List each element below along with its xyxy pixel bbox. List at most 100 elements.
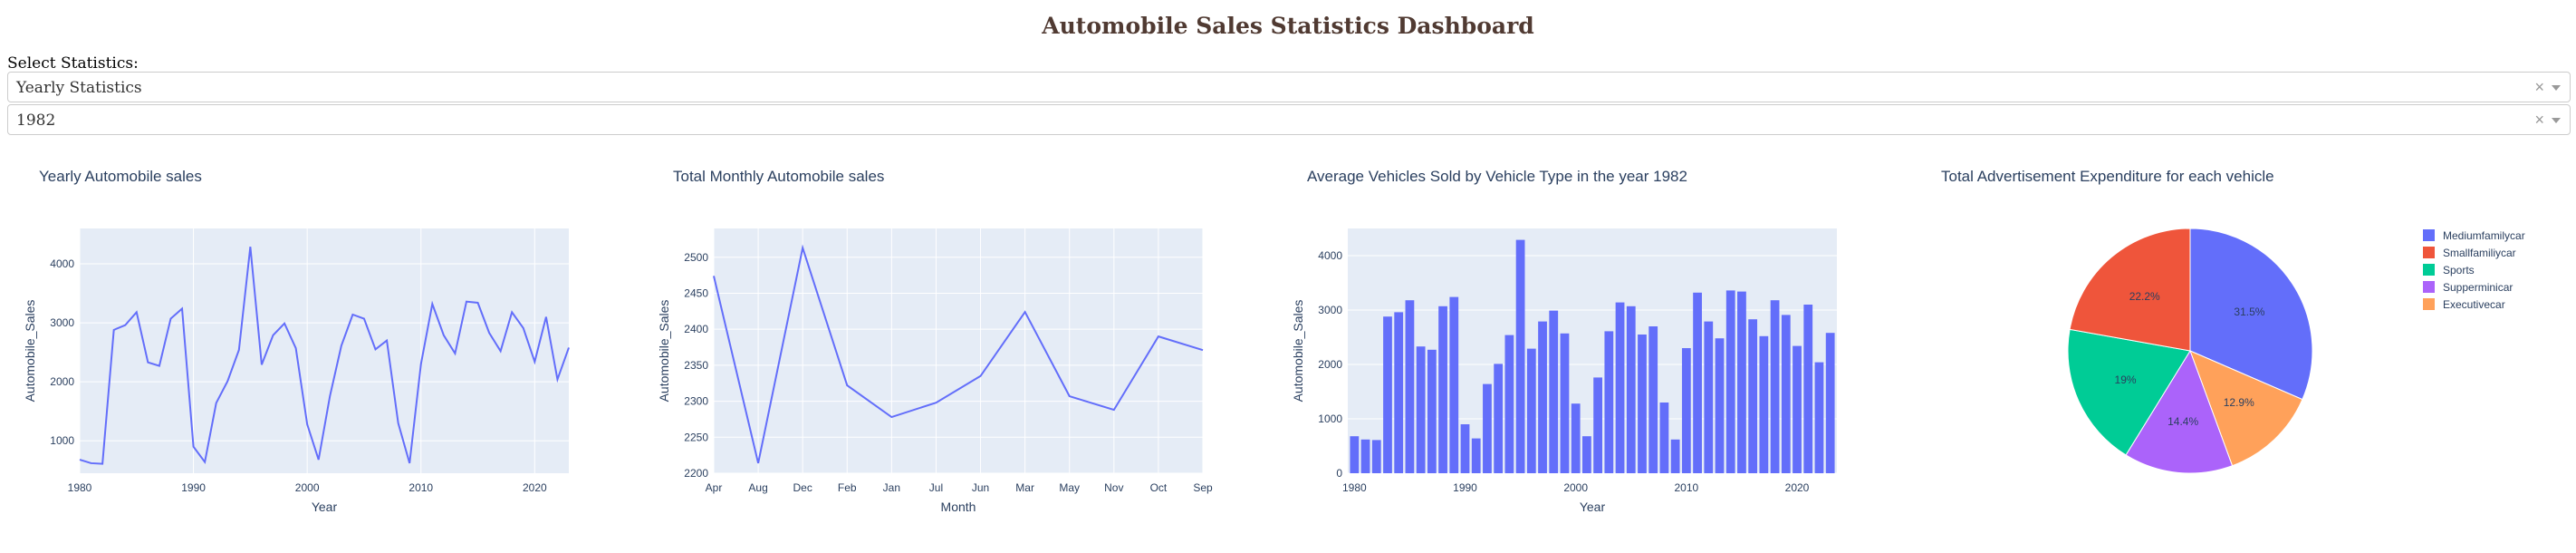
bar xyxy=(1549,310,1559,473)
y-axis-label: Automobile_Sales xyxy=(1291,300,1305,403)
pie-slice xyxy=(2069,228,2191,352)
x-tick-label: 1990 xyxy=(181,481,206,494)
bar xyxy=(1449,296,1459,473)
bar xyxy=(1814,362,1824,473)
x-tick-label: 2000 xyxy=(1563,481,1588,494)
x-tick-label: 2020 xyxy=(1785,481,1810,494)
y-tick-label: 2000 xyxy=(1318,358,1342,371)
y-tick-label: 2000 xyxy=(50,375,74,388)
bar xyxy=(1383,316,1392,473)
y-tick-label: 2250 xyxy=(684,431,708,443)
legend-swatch xyxy=(2423,281,2435,293)
slice-label: 31.5% xyxy=(2234,306,2264,318)
legend-label: Mediumfamilycar xyxy=(2443,229,2525,242)
bar xyxy=(1604,331,1614,473)
plot-background xyxy=(714,228,1203,473)
y-axis-label: Automobile_Sales xyxy=(23,300,37,403)
bar xyxy=(1693,292,1702,473)
bar xyxy=(1471,438,1481,473)
bar xyxy=(1582,436,1591,473)
bar xyxy=(1571,403,1581,473)
y-tick-label: 4000 xyxy=(50,257,74,270)
chart-title: Total Monthly Automobile sales xyxy=(673,168,884,185)
bar xyxy=(1793,345,1802,473)
y-tick-label: 2450 xyxy=(684,286,708,299)
bar xyxy=(1737,291,1746,473)
slice-label: 22.2% xyxy=(2129,290,2160,303)
y-tick-label: 2200 xyxy=(684,467,708,480)
select-statistics-label: Select Statistics: xyxy=(7,54,139,73)
bar xyxy=(1538,321,1547,473)
bar xyxy=(1427,349,1437,473)
chevron-down-icon[interactable] xyxy=(2552,118,2561,123)
clear-icon[interactable]: × xyxy=(2534,111,2544,129)
chart-title: Yearly Automobile sales xyxy=(39,168,202,185)
pie-slice xyxy=(2125,349,2234,474)
y-tick-label: 3000 xyxy=(1318,304,1342,316)
clear-icon[interactable]: × xyxy=(2534,78,2544,96)
legend-label: Supperminicar xyxy=(2443,281,2513,294)
bar xyxy=(1748,319,1758,473)
advertisement-pie-chart: Total Advertisement Expenditure for each… xyxy=(1941,168,2525,474)
bar xyxy=(1803,305,1813,473)
bar xyxy=(1460,424,1470,473)
plot-background xyxy=(80,228,569,473)
bar xyxy=(1515,239,1525,473)
y-tick-label: 4000 xyxy=(1318,249,1342,262)
x-axis-label: Year xyxy=(312,500,338,514)
y-tick-label: 2300 xyxy=(684,395,708,408)
x-tick-label: Aug xyxy=(748,481,767,494)
bar xyxy=(1759,335,1769,473)
bar xyxy=(1416,346,1426,473)
bar xyxy=(1405,300,1415,473)
legend-swatch xyxy=(2423,298,2435,310)
x-tick-label: Jul xyxy=(929,481,943,494)
x-tick-label: 2010 xyxy=(409,481,433,494)
x-axis-label: Year xyxy=(1580,500,1606,514)
x-tick-label: Feb xyxy=(838,481,857,494)
x-tick-label: 2010 xyxy=(1674,481,1698,494)
pie-slice xyxy=(2067,328,2191,456)
x-tick-label: 2020 xyxy=(523,481,547,494)
slice-label: 14.4% xyxy=(2167,415,2198,428)
x-tick-label: 1980 xyxy=(68,481,92,494)
bar xyxy=(1659,403,1669,473)
legend-label: Executivecar xyxy=(2443,298,2505,311)
x-tick-label: Apr xyxy=(706,481,723,494)
chart-title: Average Vehicles Sold by Vehicle Type in… xyxy=(1307,168,1687,185)
bar xyxy=(1504,335,1514,473)
bar xyxy=(1770,300,1780,473)
bar xyxy=(1526,348,1536,473)
bar xyxy=(1350,436,1360,473)
bar xyxy=(1593,377,1602,473)
vehicle-type-sales-chart: Average Vehicles Sold by Vehicle Type in… xyxy=(1291,168,1837,514)
x-tick-label: Nov xyxy=(1104,481,1123,494)
x-tick-label: May xyxy=(1059,481,1080,494)
y-tick-label: 1000 xyxy=(50,434,74,447)
bar xyxy=(1438,306,1447,473)
y-tick-label: 3000 xyxy=(50,316,74,329)
y-tick-label: 0 xyxy=(1336,467,1342,480)
y-tick-label: 1000 xyxy=(1318,412,1342,425)
series-line xyxy=(713,244,1204,464)
x-tick-label: Mar xyxy=(1015,481,1034,494)
bar xyxy=(1670,439,1680,473)
pie-slice xyxy=(2189,228,2313,401)
bar xyxy=(1360,439,1370,473)
statistics-dropdown[interactable]: Yearly Statistics × xyxy=(7,72,2571,102)
year-dropdown[interactable]: 1982 × xyxy=(7,104,2571,135)
bar xyxy=(1371,440,1381,473)
bar xyxy=(1494,364,1504,473)
y-tick-label: 2500 xyxy=(684,251,708,264)
bar xyxy=(1704,321,1714,473)
x-axis-label: Month xyxy=(941,500,976,514)
legend-label: Sports xyxy=(2443,264,2475,276)
chevron-down-icon[interactable] xyxy=(2552,85,2561,91)
yearly-sales-chart: Yearly Automobile sales 1000 2000 3000 4000 Y… xyxy=(23,168,570,514)
y-tick-label: 2400 xyxy=(684,323,708,335)
y-tick-label: 2350 xyxy=(684,359,708,372)
slice-label: 12.9% xyxy=(2224,396,2254,409)
year-dropdown-value: 1982 xyxy=(16,112,56,130)
bar xyxy=(1483,383,1492,473)
statistics-dropdown-value: Yearly Statistics xyxy=(16,79,142,97)
